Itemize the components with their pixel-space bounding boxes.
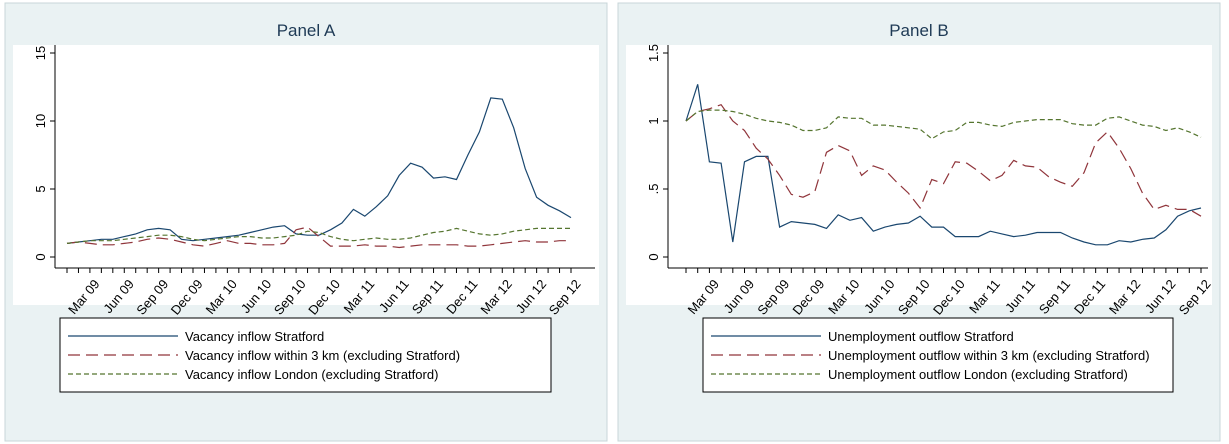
y-tick-label: .5 [646,184,661,195]
legend-box [702,317,1174,393]
legend-label: Vacancy inflow Stratford [185,329,324,344]
y-tick-label: 1.5 [646,44,661,62]
panel-title: Panel B [889,21,949,40]
series-line [66,97,572,244]
series-line [66,226,571,249]
y-tick-label: 5 [33,185,48,192]
panel-title: Panel A [277,21,336,40]
y-tick-label: 1 [646,117,661,124]
series-line [685,84,1202,246]
legend-label: Vacancy inflow within 3 km (excluding St… [185,348,460,363]
y-tick-label: 15 [33,46,48,60]
y-tick-label: 0 [646,253,661,260]
legend-label: Unemployment outflow London (excluding S… [828,367,1128,382]
series-line [685,109,1202,140]
plot-region [626,45,1212,305]
series-line [685,103,1202,217]
plot-region [13,45,599,305]
legend-label: Vacancy inflow London (excluding Stratfo… [185,367,438,382]
series-line [66,227,571,244]
y-tick-label: 10 [33,114,48,128]
y-tick-label: 0 [33,253,48,260]
legend-label: Unemployment outflow within 3 km (exclud… [828,348,1150,363]
legend-label: Unemployment outflow Stratford [828,329,1014,344]
